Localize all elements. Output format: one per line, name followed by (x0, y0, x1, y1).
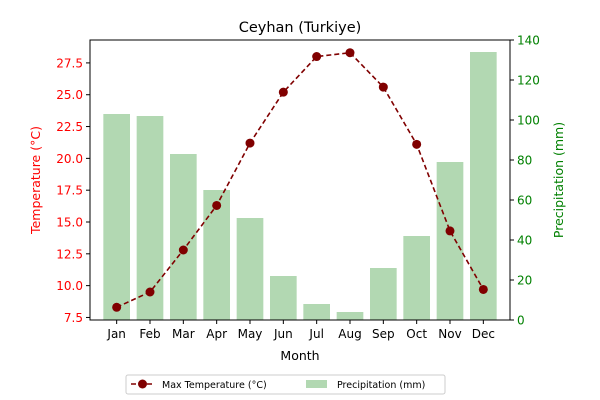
bar-jan (103, 114, 130, 320)
legend-label-temperature: Max Temperature (°C) (162, 380, 267, 391)
bar-aug (336, 312, 364, 320)
temperature-series-line (116, 51, 485, 309)
bar-jun (270, 276, 297, 320)
left-axis-label: Temperature (°C) (28, 126, 43, 235)
x-tick-label-may: May (238, 327, 263, 341)
bar-jul (303, 304, 330, 320)
left-tick-label: 10.0 (56, 279, 83, 293)
legend: Max Temperature (°C) Precipitation (mm) (125, 374, 446, 395)
legend-frame (125, 374, 446, 395)
left-tick-label: 27.5 (56, 56, 83, 70)
right-tick-label: 80 (517, 154, 532, 168)
right-tick-label: 120 (517, 74, 540, 88)
x-tick-label-nov: Nov (438, 327, 461, 341)
right-tick-label: 100 (517, 114, 540, 128)
bar-feb (136, 116, 164, 320)
legend-marker-swatch (138, 379, 147, 389)
point-feb (145, 287, 155, 297)
right-axis-ticks: 0 20 40 60 80 100 120 140 (510, 34, 540, 328)
x-tick-label-mar: Mar (172, 327, 195, 341)
point-nov (445, 226, 455, 236)
point-apr (212, 200, 222, 210)
point-mar (178, 245, 188, 255)
right-tick-label: 20 (517, 274, 532, 288)
right-tick-label: 0 (517, 314, 525, 328)
left-tick-label: 25.0 (56, 88, 83, 102)
point-may (245, 138, 255, 148)
x-tick-label-feb: Feb (139, 327, 160, 341)
left-axis-ticks: 7.5 10.0 12.5 15.0 17.5 20.0 22.5 25.0 27.5 (56, 56, 90, 325)
precipitation-bars (103, 52, 497, 320)
x-tick-label-sep: Sep (372, 327, 395, 341)
x-axis-ticks: Jan Feb Mar Apr May Jun Jul Aug Sep Oct Nov Dec (106, 320, 495, 341)
right-tick-label: 140 (517, 34, 540, 48)
left-tick-label: 15.0 (56, 216, 83, 230)
right-tick-label: 60 (517, 194, 532, 208)
bar-may (236, 218, 264, 320)
x-tick-label-jul: Jul (308, 327, 323, 341)
legend-label-precipitation: Precipitation (mm) (337, 380, 425, 391)
point-dec (478, 284, 488, 294)
x-tick-label-jun: Jun (273, 327, 293, 341)
legend-bar-swatch (306, 380, 327, 388)
point-jun (278, 87, 288, 97)
point-oct (412, 139, 422, 149)
point-jul (312, 52, 322, 62)
left-tick-label: 7.5 (64, 311, 83, 325)
point-jan (112, 302, 122, 312)
right-axis-label: Precipitation (mm) (551, 122, 566, 238)
right-tick-label: 40 (517, 234, 532, 248)
x-tick-label-jan: Jan (106, 327, 126, 341)
left-tick-label: 17.5 (56, 184, 83, 198)
bar-sep (370, 268, 397, 320)
x-axis-label: Month (280, 348, 319, 363)
x-tick-label-dec: Dec (472, 327, 495, 341)
left-tick-label: 20.0 (56, 152, 83, 166)
x-tick-label-aug: Aug (338, 327, 361, 341)
temperature-line (112, 48, 488, 312)
point-sep (378, 82, 388, 92)
bar-dec (470, 52, 497, 320)
x-tick-label-apr: Apr (206, 327, 227, 341)
left-tick-label: 12.5 (56, 247, 83, 261)
plot-frame (89, 39, 511, 321)
chart-title: Ceyhan (Turkiye) (239, 20, 362, 36)
bar-apr (203, 190, 230, 320)
point-aug (345, 48, 355, 58)
x-tick-label-oct: Oct (406, 327, 427, 341)
left-tick-label: 22.5 (56, 120, 83, 134)
bar-nov (436, 162, 464, 320)
bar-oct (403, 236, 430, 320)
